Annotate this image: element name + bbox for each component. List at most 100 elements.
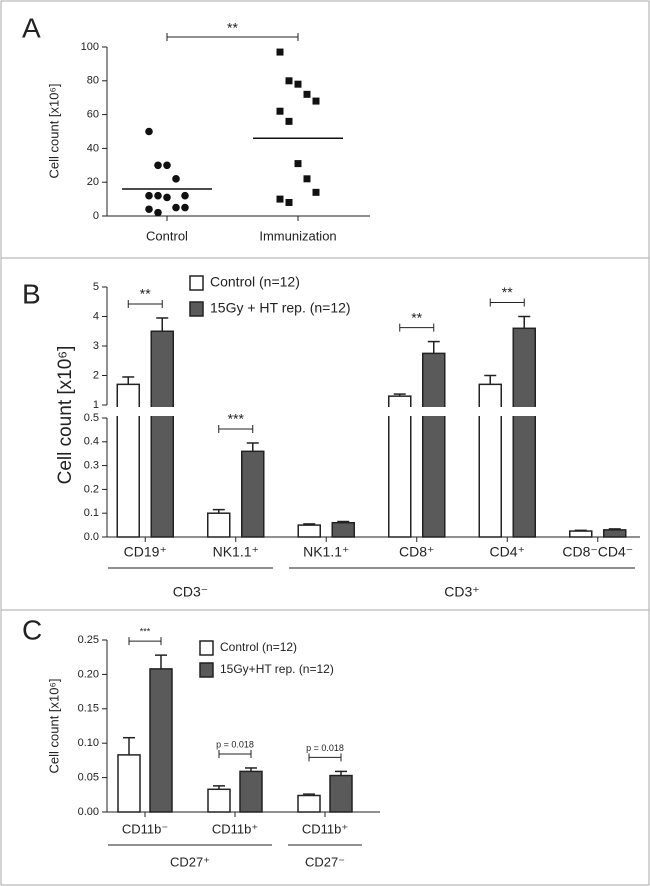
panel-label: C [22,614,42,645]
bar [329,774,353,813]
data-point [285,77,293,85]
x-tick-label: CD19⁺ [124,544,167,560]
significance-bracket [308,753,342,762]
bar [478,383,502,538]
x-tick-label: NK1.1⁺ [213,544,259,560]
significance-bracket [218,424,254,433]
y-tick-label: 5 [93,281,99,293]
y-tick-label: 0.5 [84,412,99,424]
y-tick-label: 0.20 [78,668,99,680]
axis-break [101,407,640,416]
y-tick-label: 4 [93,310,99,322]
y-tick-label: 2 [93,369,99,381]
x-tick-label: CD11b⁺ [212,821,258,836]
group-label: CD27⁺ [170,854,210,869]
panel-label: A [22,12,41,43]
y-tick-label: 0.10 [78,737,99,749]
y-tick-label: 40 [87,142,99,154]
y-tick-label: 100 [81,41,99,53]
data-point [312,188,320,196]
bar [603,529,627,538]
data-point [294,160,302,168]
significance-label: *** [228,411,245,427]
x-tick-label: CD11b⁺ [302,821,348,836]
group-label: CD27⁻ [305,854,345,869]
bar [149,668,173,813]
significance-bracket [127,299,163,308]
y-tick-label: 0 [93,210,99,222]
y-tick-label: 0.05 [78,772,99,784]
significance-label: p = 0.018 [216,739,254,749]
bar [388,395,412,538]
y-tick-label: 20 [87,176,99,188]
legend-swatch [199,662,214,678]
legend-swatch [189,275,204,291]
data-point [154,191,162,200]
data-point [294,80,302,88]
data-point [303,90,311,98]
y-tick-label: 60 [87,109,99,121]
bar [207,788,231,813]
bar [331,521,355,538]
data-point [181,203,189,212]
bar [241,450,265,538]
y-tick-label: 0.25 [78,634,99,646]
bar [569,530,593,538]
bar [117,754,141,813]
y-axis-label: Cell count [x10⁶] [46,679,61,774]
bar [297,524,321,538]
bar [297,794,321,813]
x-tick-label: CD8⁺ [399,544,434,560]
data-point [145,205,153,214]
x-tick-label: Control [146,228,188,243]
data-point [285,117,293,125]
significance-bracket [166,33,299,41]
bar [239,770,263,813]
y-tick-label: 0.4 [84,436,99,448]
x-tick-label: CD8⁻CD4⁻ [562,544,633,560]
significance-label: ** [411,309,422,325]
group-label: CD3⁻ [173,584,208,600]
data-point [285,198,293,206]
y-tick-label: 0.3 [84,460,99,472]
significance-bracket [218,749,252,758]
significance-label: ** [502,284,513,300]
data-point [312,97,320,105]
significance-label: p = 0.018 [306,743,344,753]
data-point [163,193,171,202]
legend-label: 15Gy+HT rep. (n=12) [220,662,334,676]
data-point [172,175,180,183]
significance-label: ** [227,20,238,36]
legend-label: Control (n=12) [210,274,300,290]
legend-swatch [199,640,214,656]
legend-label: Control (n=12) [220,640,297,654]
y-tick-label: 0.00 [78,806,99,818]
significance-bracket [128,637,162,646]
significance-bracket [399,323,435,332]
bar [207,512,231,538]
significance-bracket [489,298,525,307]
bar [150,330,174,538]
significance-label: ** [140,286,151,302]
panel-label: B [22,278,41,309]
data-point [276,107,284,115]
bar [422,352,446,538]
x-tick-label: CD11b⁻ [122,821,168,836]
bar [116,383,140,538]
legend-label: 15Gy + HT rep. (n=12) [210,300,351,316]
data-point [154,161,162,170]
y-tick-label: 1 [93,399,99,411]
y-tick-label: 0.1 [84,507,99,519]
data-point [163,161,171,170]
data-point [181,191,189,200]
group-label: CD3⁺ [444,584,479,600]
y-tick-label: 0.0 [84,531,99,543]
data-point [145,127,153,136]
data-point [154,208,162,217]
data-point [276,195,284,203]
y-tick-label: 80 [87,75,99,87]
y-tick-label: 0.2 [84,483,99,495]
